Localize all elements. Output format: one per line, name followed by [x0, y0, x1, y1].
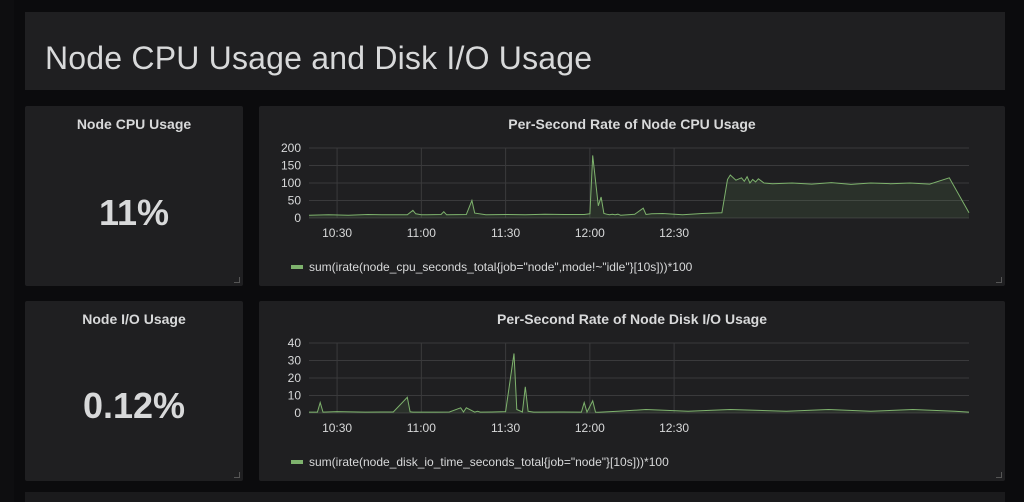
left-strip [0, 0, 14, 502]
y-tick-label: 0 [294, 406, 301, 420]
grid [309, 147, 969, 219]
io-usage-stat-panel[interactable]: Node I/O Usage 0.12% [25, 301, 243, 481]
legend-color-swatch [291, 460, 303, 464]
legend-label: sum(irate(node_cpu_seconds_total{job="no… [309, 260, 693, 274]
x-tick-label: 12:00 [575, 421, 605, 435]
cpu-usage-stat-panel[interactable]: Node CPU Usage 11% [25, 106, 243, 286]
series-line[interactable] [309, 353, 970, 414]
y-tick-label: 0 [294, 211, 301, 225]
resize-handle[interactable] [234, 277, 240, 283]
stat-value: 0.12% [82, 385, 186, 426]
x-tick-label: 12:30 [659, 226, 689, 240]
series-area [309, 155, 969, 218]
y-tick-label: 100 [281, 176, 301, 190]
x-tick-label: 12:00 [575, 226, 605, 240]
x-tick-label: 11:00 [407, 226, 436, 240]
y-tick-label: 200 [281, 142, 301, 155]
y-tick-label: 50 [288, 194, 302, 208]
series-area [309, 353, 969, 413]
y-tick-label: 150 [281, 159, 301, 173]
legend-color-swatch [291, 265, 303, 269]
series-line[interactable] [308, 155, 970, 216]
resize-handle[interactable] [996, 472, 1002, 478]
row-title: Node CPU Usage and Disk I/O Usage [45, 40, 593, 76]
x-tick-label: 12:30 [659, 421, 689, 435]
legend-label: sum(irate(node_disk_io_time_seconds_tota… [309, 455, 669, 469]
grid [309, 342, 969, 414]
y-tick-label: 30 [288, 354, 302, 368]
y-tick-label: 40 [288, 337, 302, 350]
dashboard-row[interactable]: Node CPU Usage and Disk I/O Usage [25, 12, 1005, 90]
next-row-edge [25, 492, 1005, 502]
legend-item[interactable]: sum(irate(node_cpu_seconds_total{job="no… [291, 260, 692, 274]
y-tick-label: 20 [288, 371, 302, 385]
legend-item[interactable]: sum(irate(node_disk_io_time_seconds_tota… [291, 455, 669, 469]
panel-title[interactable]: Node I/O Usage [82, 311, 186, 327]
panel-title[interactable]: Per-Second Rate of Node Disk I/O Usage [497, 311, 767, 327]
x-tick-label: 11:00 [407, 421, 436, 435]
io-rate-chart[interactable]: 0 10 20 30 40 10:30 11:00 11:30 12:00 12:30 [259, 337, 1005, 477]
panel-title[interactable]: Node CPU Usage [76, 116, 192, 132]
cpu-rate-chart[interactable]: 0 50 100 150 200 10:30 11:00 11:30 12:00 12:30 [259, 142, 1005, 282]
x-tick-label: 11:30 [491, 226, 520, 240]
resize-handle[interactable] [996, 277, 1002, 283]
stat-value: 11% [98, 192, 170, 233]
panel-title[interactable]: Per-Second Rate of Node CPU Usage [508, 116, 756, 132]
x-tick-label: 10:30 [322, 226, 352, 240]
x-tick-label: 10:30 [322, 421, 352, 435]
y-tick-label: 10 [288, 389, 302, 403]
io-rate-graph-panel[interactable]: Per-Second Rate of Node Disk I/O Usage 0… [259, 301, 1005, 481]
cpu-rate-graph-panel[interactable]: Per-Second Rate of Node CPU Usage 0 50 100… [259, 106, 1005, 286]
resize-handle[interactable] [234, 472, 240, 478]
x-tick-label: 11:30 [491, 421, 520, 435]
